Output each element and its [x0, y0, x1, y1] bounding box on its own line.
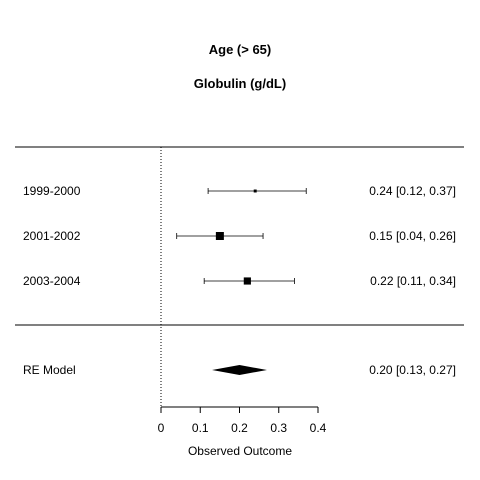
summary-label: RE Model: [23, 363, 76, 377]
chart-subtitle: Globulin (g/dL): [194, 76, 286, 91]
study-point: [253, 189, 257, 193]
study-point: [215, 232, 224, 240]
study-ci-text: 0.22 [0.11, 0.34]: [370, 274, 456, 288]
study-label: 2001-2002: [23, 229, 81, 243]
x-tick-label: 0.2: [231, 421, 248, 435]
study-label: 1999-2000: [23, 184, 81, 198]
study-ci-text: 0.15 [0.04, 0.26]: [369, 229, 456, 243]
summary-diamond: [212, 365, 267, 375]
study-label: 2003-2004: [23, 274, 81, 288]
study-ci-text: 0.24 [0.12, 0.37]: [369, 184, 456, 198]
x-tick-label: 0: [158, 421, 165, 435]
study-point: [243, 277, 251, 285]
x-tick-label: 0.4: [310, 421, 327, 435]
x-tick-label: 0.1: [192, 421, 209, 435]
x-tick-label: 0.3: [270, 421, 287, 435]
chart-title: Age (> 65): [209, 42, 272, 57]
summary-ci-text: 0.20 [0.13, 0.27]: [369, 363, 456, 377]
x-axis-label: Observed Outcome: [188, 444, 292, 458]
